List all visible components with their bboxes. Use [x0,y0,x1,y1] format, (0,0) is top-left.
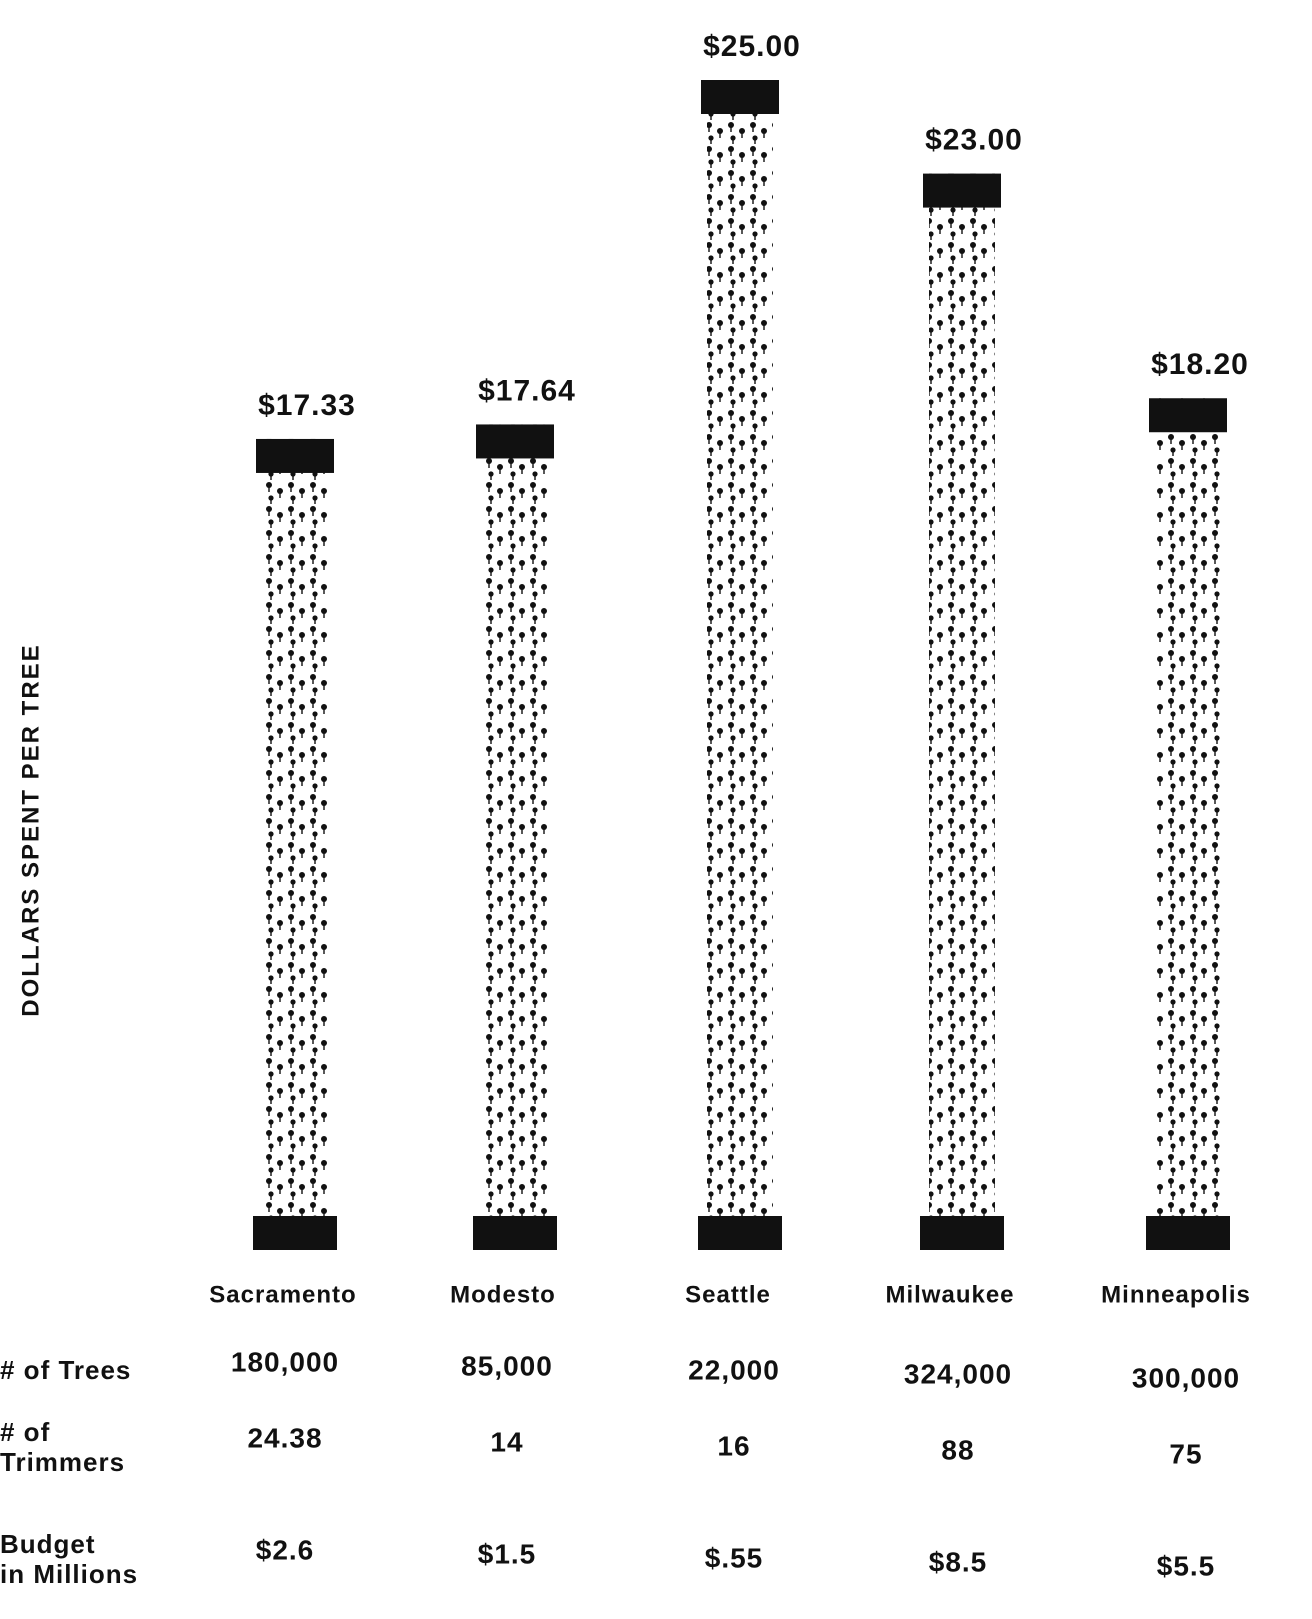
table-cell: 88 [941,1434,974,1465]
table-cell: 14 [490,1426,523,1457]
page: {"chart_data": { "type": "bar", "y_label… [0,0,1312,1614]
table-cell: 85,000 [461,1350,553,1381]
category-label: Minneapolis [1101,1281,1251,1308]
row-label-line: # of [0,1417,50,1447]
value-label: $17.64 [478,374,576,407]
value-label: $17.33 [258,389,356,422]
table-cell: 24.38 [247,1422,322,1453]
bar-base [920,1216,1004,1250]
bar-cap [1149,398,1227,432]
bar [1155,398,1221,1250]
bar-cap [923,174,1001,208]
bar-base [698,1216,782,1250]
table-cell: 324,000 [904,1358,1012,1389]
row-label-line: Trimmers [0,1447,125,1477]
value-label: $25.00 [703,30,801,63]
bar-cap [701,80,779,114]
row-label-line: # of Trees [0,1355,131,1385]
category-label: Milwaukee [885,1281,1014,1308]
chart: DOLLARS SPENT PER TREE $17.33 Sacramento $… [0,0,1312,1614]
table-cell: $.55 [705,1542,764,1573]
category-label: Modesto [450,1281,556,1308]
table-cell: 180,000 [231,1346,339,1377]
bar-base [473,1216,557,1250]
bar-base [1146,1216,1230,1250]
table-cell: 16 [717,1430,750,1461]
y-axis-label: DOLLARS SPENT PER TREE [17,643,44,1016]
table-cell: 75 [1169,1438,1202,1469]
category-label: Seattle [685,1281,771,1308]
row-label-line: Budget [0,1529,96,1559]
value-label: $18.20 [1151,348,1249,381]
category-label: Sacramento [209,1281,356,1308]
row-label: # of Trees [0,1355,131,1385]
table-cell: 300,000 [1132,1362,1240,1393]
table-cell: $2.6 [256,1534,315,1565]
value-label: $23.00 [925,124,1023,157]
table-cell: 22,000 [688,1354,780,1385]
table-cell: $5.5 [1157,1550,1216,1581]
bar [262,439,328,1250]
table-cell: $8.5 [929,1546,988,1577]
bar-base [253,1216,337,1250]
bar-cap [256,439,334,473]
bar [482,424,548,1250]
bar [929,174,995,1250]
row-label-line: in Millions [0,1559,138,1589]
table-cell: $1.5 [478,1538,537,1569]
bar [707,80,773,1250]
bar-cap [476,424,554,458]
